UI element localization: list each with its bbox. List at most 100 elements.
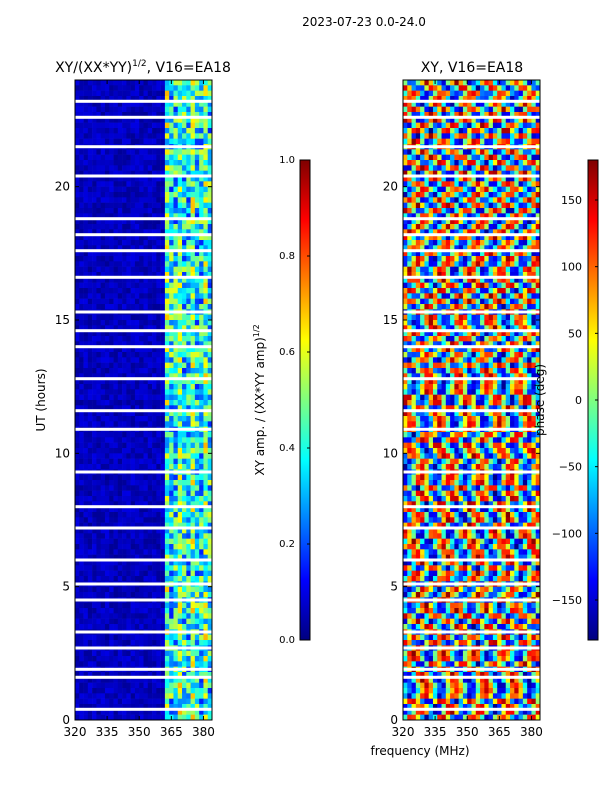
amp-cell bbox=[100, 533, 106, 539]
amp-cell bbox=[152, 453, 157, 459]
amp-cell bbox=[182, 384, 187, 390]
amp-cell bbox=[134, 325, 140, 331]
amp-cell bbox=[156, 272, 161, 278]
amp-cell bbox=[113, 650, 119, 657]
amp-cell bbox=[143, 592, 149, 598]
amp-cell bbox=[113, 293, 119, 299]
amp-cell bbox=[147, 293, 153, 299]
amp-cell bbox=[75, 704, 80, 710]
amp-cell bbox=[130, 298, 136, 305]
amp-cell bbox=[96, 128, 101, 134]
amp-cell bbox=[186, 101, 191, 107]
amp-cell bbox=[203, 346, 209, 353]
amp-cell bbox=[186, 261, 191, 267]
phase-cell bbox=[450, 213, 455, 219]
phase-cell bbox=[441, 224, 447, 230]
amp-cell bbox=[134, 672, 140, 678]
amp-cell bbox=[100, 613, 106, 619]
phase-cell bbox=[420, 149, 425, 155]
phase-cell bbox=[415, 138, 421, 145]
amp-cell bbox=[134, 357, 140, 363]
phase-cell bbox=[484, 234, 489, 241]
amp-cell bbox=[194, 693, 200, 699]
amp-cell bbox=[147, 586, 153, 593]
phase-cell bbox=[441, 96, 447, 102]
amp-cell bbox=[152, 106, 157, 113]
amp-cell bbox=[164, 410, 170, 417]
amp-cell bbox=[92, 213, 97, 219]
amp-cell bbox=[156, 117, 161, 123]
amp-cell bbox=[100, 149, 106, 155]
phase-cell bbox=[462, 122, 468, 129]
amp-cell bbox=[203, 288, 209, 294]
amp-cell bbox=[130, 304, 136, 310]
amp-cell bbox=[96, 677, 101, 683]
amp-cell bbox=[113, 160, 119, 166]
amp-cell bbox=[117, 517, 123, 523]
amp-cell bbox=[83, 602, 89, 609]
phase-cell bbox=[441, 170, 447, 177]
amp-cell bbox=[160, 288, 166, 294]
phase-cell bbox=[501, 213, 507, 219]
phase-cell bbox=[492, 128, 498, 134]
amp-cell bbox=[79, 133, 84, 139]
amp-cell bbox=[177, 106, 183, 113]
amp-cell bbox=[109, 586, 114, 593]
amp-cell bbox=[169, 533, 174, 539]
amp-cell bbox=[79, 554, 84, 561]
amp-cell bbox=[203, 234, 209, 241]
amp-cell bbox=[203, 245, 209, 251]
amp-cell bbox=[109, 592, 114, 598]
amp-cell bbox=[139, 517, 144, 523]
amp-cell bbox=[152, 602, 157, 609]
amp-title: XY/(XX*YY)1/2, V16=EA18 bbox=[55, 59, 231, 76]
amp-cell bbox=[130, 133, 136, 139]
amp-cell bbox=[186, 416, 191, 422]
phase-cell bbox=[497, 250, 502, 257]
amp-cell bbox=[164, 112, 170, 118]
phase-cell bbox=[475, 213, 481, 219]
amp-cell bbox=[194, 128, 200, 134]
amp-cell bbox=[143, 101, 149, 107]
amp-cell bbox=[169, 565, 174, 571]
phase-cell bbox=[450, 117, 455, 123]
amp-cell bbox=[207, 698, 213, 705]
phase-cell bbox=[441, 117, 447, 123]
phase-cell bbox=[514, 181, 519, 187]
amp-cell bbox=[134, 80, 140, 86]
amp-cell bbox=[109, 634, 114, 641]
amp-cell bbox=[92, 229, 97, 235]
amp-y-axis-label: UT (hours) bbox=[34, 368, 48, 431]
phase-cell bbox=[492, 213, 498, 219]
amp-cell bbox=[117, 650, 123, 657]
amp-cell bbox=[83, 85, 89, 91]
amp-cell bbox=[134, 293, 140, 299]
amp-cell bbox=[134, 224, 140, 230]
amp-cell bbox=[87, 325, 93, 331]
amp-cell bbox=[83, 608, 89, 614]
amp-cell bbox=[207, 224, 213, 230]
amp-cell bbox=[173, 362, 179, 369]
amp-cell bbox=[203, 656, 209, 662]
amp-cell bbox=[96, 650, 101, 657]
amp-cell bbox=[182, 512, 187, 518]
phase-cell bbox=[450, 90, 455, 97]
amp-cell bbox=[173, 181, 179, 187]
amp-cell bbox=[130, 85, 136, 91]
phase-cell bbox=[454, 186, 459, 193]
amp-cell bbox=[113, 229, 119, 235]
phase-cell bbox=[432, 186, 438, 193]
amp-cell bbox=[147, 528, 153, 534]
amp-cell bbox=[117, 608, 123, 614]
amp-cell bbox=[199, 560, 204, 566]
phase-cell bbox=[432, 197, 438, 203]
amp-cell bbox=[126, 330, 131, 337]
amp-cell bbox=[186, 517, 191, 523]
amp-cell bbox=[156, 170, 161, 177]
phase-cell bbox=[492, 149, 498, 155]
phase-cell bbox=[403, 181, 408, 187]
amp-cell bbox=[203, 192, 209, 198]
amp-cell bbox=[96, 688, 101, 694]
amp-cell bbox=[194, 245, 200, 251]
